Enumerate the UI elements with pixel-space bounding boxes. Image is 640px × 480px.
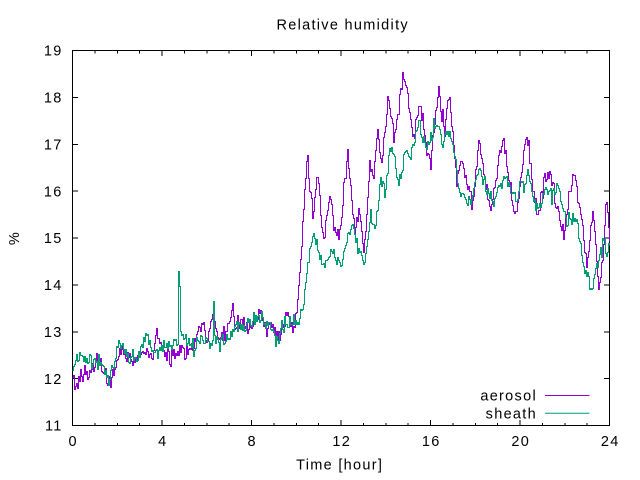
svg-text:16: 16	[422, 434, 441, 450]
svg-text:Relative humidity: Relative humidity	[276, 18, 409, 34]
svg-text:20: 20	[511, 434, 530, 450]
svg-text:12: 12	[332, 434, 351, 450]
svg-text:8: 8	[248, 434, 257, 450]
svg-text:12: 12	[44, 372, 63, 388]
svg-text:0: 0	[69, 434, 78, 450]
svg-text:%: %	[7, 231, 23, 245]
svg-text:Time [hour]: Time [hour]	[296, 458, 383, 474]
svg-text:15: 15	[44, 231, 63, 247]
svg-text:13: 13	[44, 325, 63, 341]
svg-text:17: 17	[44, 137, 63, 153]
svg-text:24: 24	[601, 434, 620, 450]
svg-text:18: 18	[44, 91, 63, 107]
svg-text:19: 19	[44, 44, 63, 60]
svg-text:11: 11	[45, 419, 63, 435]
svg-text:14: 14	[44, 278, 63, 294]
svg-text:4: 4	[158, 434, 167, 450]
svg-text:aerosol: aerosol	[480, 389, 537, 405]
svg-text:sheath: sheath	[486, 406, 537, 422]
svg-text:16: 16	[44, 184, 63, 200]
